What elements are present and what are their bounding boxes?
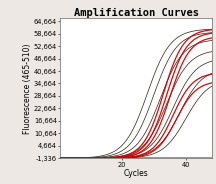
Title: Amplification Curves: Amplification Curves [74,8,199,18]
X-axis label: Cycles: Cycles [124,169,148,178]
Y-axis label: Fluorescence (465-510): Fluorescence (465-510) [23,43,32,134]
